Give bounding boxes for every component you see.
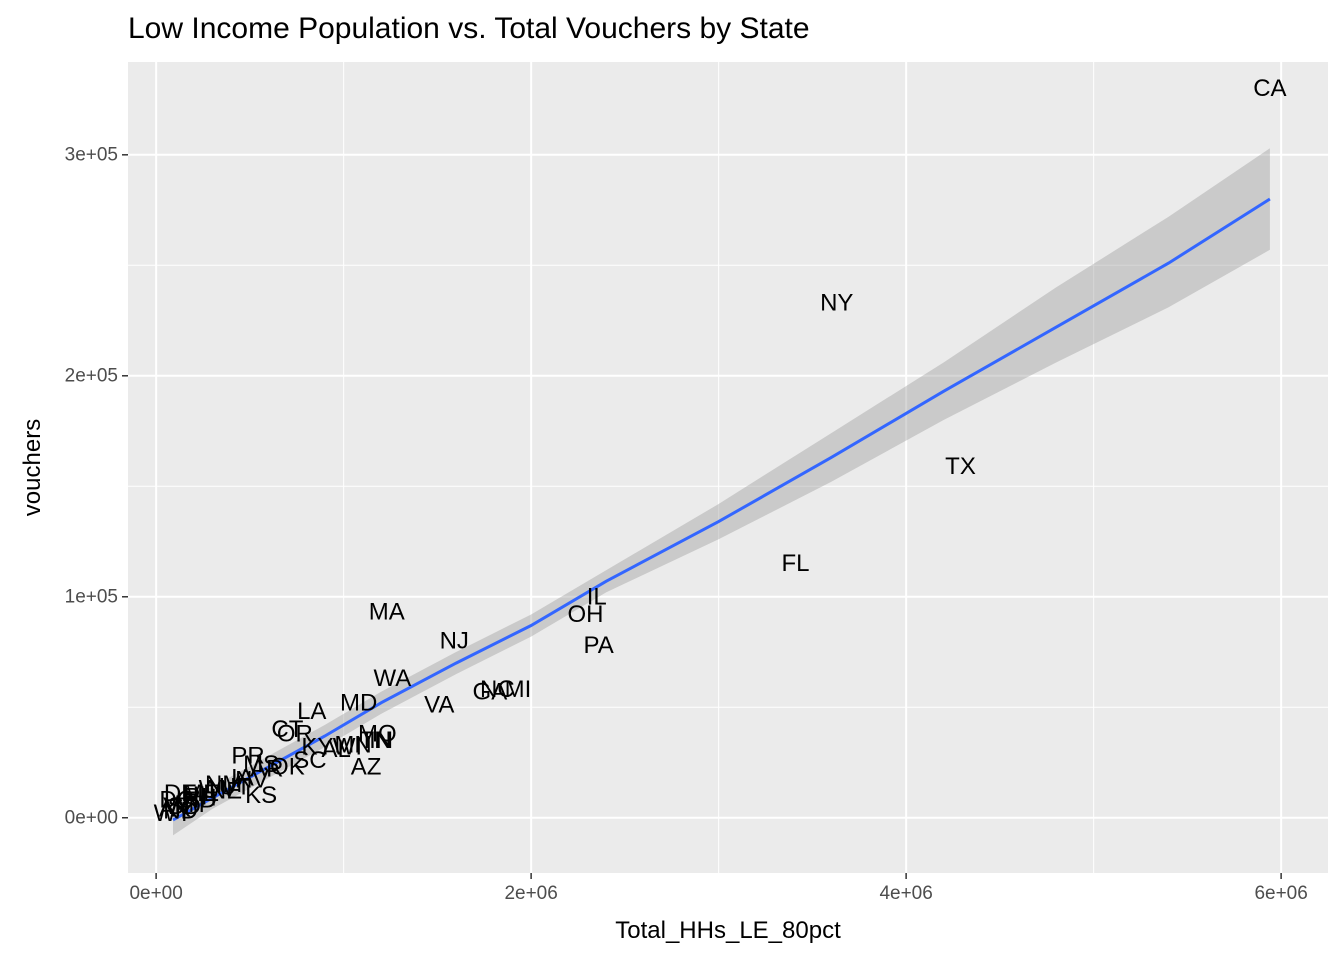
- y-axis-title: vouchers: [19, 419, 46, 516]
- point-label-nc: NC: [480, 676, 515, 703]
- point-label-id: ID: [193, 787, 217, 814]
- major-gridlines: [128, 62, 1328, 873]
- point-label-pr: PR: [231, 742, 264, 769]
- chart-title: Low Income Population vs. Total Vouchers…: [128, 12, 810, 45]
- point-label-me: ME: [183, 780, 219, 807]
- point-label-ga: GA: [473, 678, 508, 705]
- point-label-in: IN: [369, 727, 393, 754]
- point-label-pa: PA: [584, 632, 614, 659]
- point-label-ne: NE: [209, 778, 242, 805]
- x-tick-label: 4e+06: [879, 883, 932, 904]
- point-label-mo: MO: [358, 720, 397, 747]
- point-label-nd: ND: [163, 798, 198, 825]
- x-axis-title: Total_HHs_LE_80pct: [615, 917, 841, 944]
- point-label-nv: NV: [235, 767, 268, 794]
- point-label-ok: OK: [270, 753, 305, 780]
- point-label-al: AL: [321, 736, 350, 763]
- point-label-ca: CA: [1253, 75, 1286, 102]
- point-label-de: DE: [164, 780, 197, 807]
- point-label-az: AZ: [351, 753, 382, 780]
- y-axis-ticks: 0e+00 1e+05 2e+05 3e+05: [65, 144, 128, 828]
- point-label-mn: MN: [334, 731, 371, 758]
- plot-panel: [128, 62, 1328, 873]
- point-label-nj: NJ: [440, 627, 469, 654]
- point-label-mt: MT: [174, 791, 209, 818]
- point-label-ms: MS: [243, 751, 279, 778]
- point-label-nm: NM: [205, 771, 242, 798]
- point-label-ri: RI: [184, 783, 208, 810]
- point-label-wy: WY: [154, 800, 193, 827]
- trend-line: [172, 197, 1271, 822]
- point-label-oh: OH: [568, 601, 604, 628]
- trend-line-layer: [172, 197, 1271, 822]
- point-label-hi: HI: [182, 782, 206, 809]
- point-label-sc: SC: [293, 747, 326, 774]
- point-label-ak: AK: [159, 795, 191, 822]
- point-label-il: IL: [587, 583, 607, 610]
- point-label-tn: TN: [360, 727, 392, 754]
- point-label-ma: MA: [369, 599, 405, 626]
- point-label-wi: WI: [333, 734, 362, 761]
- x-tick-label: 0e+00: [129, 883, 182, 904]
- confidence-band-layer: [173, 148, 1270, 836]
- x-axis-ticks: 0e+00 2e+06 4e+06 6e+06: [129, 873, 1308, 904]
- confidence-band: [173, 148, 1270, 836]
- point-label-or: OR: [277, 720, 313, 747]
- y-tick-label: 3e+05: [65, 144, 118, 165]
- point-label-la: LA: [297, 698, 326, 725]
- point-label-ut: UT: [219, 773, 251, 800]
- x-tick-label: 6e+06: [1254, 883, 1307, 904]
- point-label-ia: IA: [231, 764, 254, 791]
- y-tick-label: 2e+05: [65, 365, 118, 386]
- point-label-sd: SD: [168, 793, 201, 820]
- point-label-va: VA: [424, 692, 454, 719]
- point-label-mi: MI: [505, 676, 532, 703]
- point-label-ks: KS: [245, 782, 277, 809]
- point-label-vt: VT: [163, 793, 194, 820]
- point-label-md: MD: [340, 689, 377, 716]
- point-label-nh: NH: [182, 784, 217, 811]
- point-label-dc: DC: [159, 787, 194, 814]
- point-label-ky: KY: [301, 734, 333, 761]
- minor-gridlines: [128, 62, 1328, 873]
- y-tick-label: 1e+05: [65, 586, 118, 607]
- x-tick-label: 2e+06: [504, 883, 557, 904]
- point-label-tx: TX: [945, 453, 976, 480]
- point-label-wa: WA: [373, 665, 411, 692]
- point-label-ar: AR: [250, 756, 283, 783]
- point-label-wv: WV: [199, 776, 238, 803]
- point-label-ny: NY: [820, 289, 853, 316]
- y-tick-label: 0e+00: [65, 807, 118, 828]
- point-label-ct: CT: [271, 716, 303, 743]
- point-label-fl: FL: [781, 550, 809, 577]
